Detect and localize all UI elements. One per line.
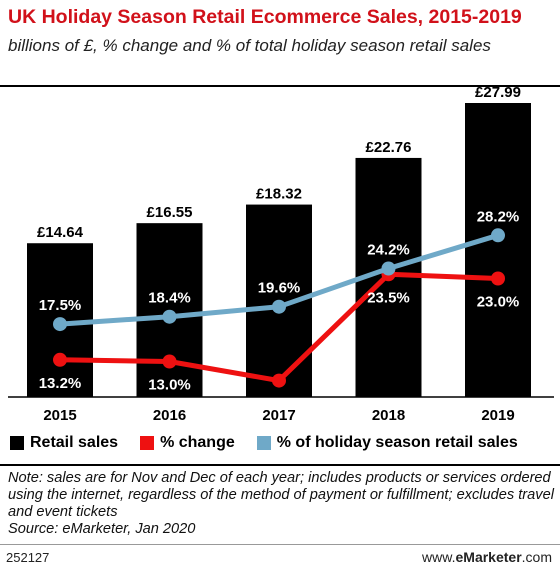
legend-label-share: % of holiday season retail sales [276,434,518,451]
footer-divider [0,544,560,545]
bar-value-label-2018: £22.76 [366,139,412,156]
share-point-2017 [272,299,286,314]
bar-value-label-2019: £27.99 [475,84,521,101]
brand-suffix: .com [521,549,552,565]
source-text: Source: eMarketer, Jan 2020 [8,521,196,537]
change-label-2017: 10.7% [258,396,301,413]
legend-item-retail-sales: Retail sales [10,434,118,452]
change-label-2019: 23.0% [477,294,520,311]
legend-swatch-retail-sales [10,436,24,450]
change-label-2018: 23.5% [367,289,410,306]
x-tick-label-2016: 2016 [153,407,186,424]
chart-id: 252127 [6,550,50,565]
note-divider [0,464,560,466]
bar-value-label-2016: £16.55 [147,204,193,221]
share-label-2018: 24.2% [367,242,410,259]
share-label-2019: 28.2% [477,208,520,225]
note-block: Note: sales are for Nov and Dec of each … [8,470,556,538]
top-divider [0,85,560,87]
share-label-2017: 19.6% [258,280,301,297]
x-tick-label-2019: 2019 [481,407,514,424]
note-text: Note: sales are for Nov and Dec of each … [8,470,554,520]
brand-url[interactable]: www.eMarketer.com [422,549,552,565]
legend-item-share: % of holiday season retail sales [256,434,518,452]
chart-area: £14.64 £16.55 £18.32 £22.76 £27.99 2015 2016 20… [8,84,554,424]
change-label-2016: 13.0% [148,377,191,394]
bar-value-label-2017: £18.32 [256,186,302,203]
footer: 252127 www.eMarketer.com [0,548,560,568]
share-label-2016: 18.4% [148,290,191,307]
x-tick-label-2018: 2018 [372,407,405,424]
legend-swatch-change [140,436,155,450]
legend: Retail sales % change % of holiday seaso… [10,430,555,456]
legend-label-retail-sales: Retail sales [30,434,119,451]
change-point-2017 [272,373,286,388]
change-point-2019 [491,271,505,286]
bar-2019 [465,103,531,397]
chart-subtitle: billions of £, % change and % of total h… [8,36,491,55]
bar-value-label-2015: £14.64 [37,224,84,241]
change-point-2015 [53,352,67,367]
share-point-2018 [381,261,396,276]
x-tick-label-2017: 2017 [262,407,295,424]
legend-label-change: % change [160,434,235,451]
legend-swatch-share [256,436,271,450]
share-point-2016 [162,309,177,324]
change-label-2015: 13.2% [39,375,82,392]
share-point-2015 [53,317,67,332]
legend-item-change: % change [140,434,235,452]
share-point-2019 [491,228,505,243]
brand-name: eMarketer [455,549,522,565]
share-label-2015: 17.5% [39,297,82,314]
change-point-2016 [162,354,177,369]
brand-prefix: www. [422,549,456,565]
x-tick-label-2015: 2015 [43,407,76,424]
chart-title: UK Holiday Season Retail Ecommerce Sales… [8,6,522,28]
